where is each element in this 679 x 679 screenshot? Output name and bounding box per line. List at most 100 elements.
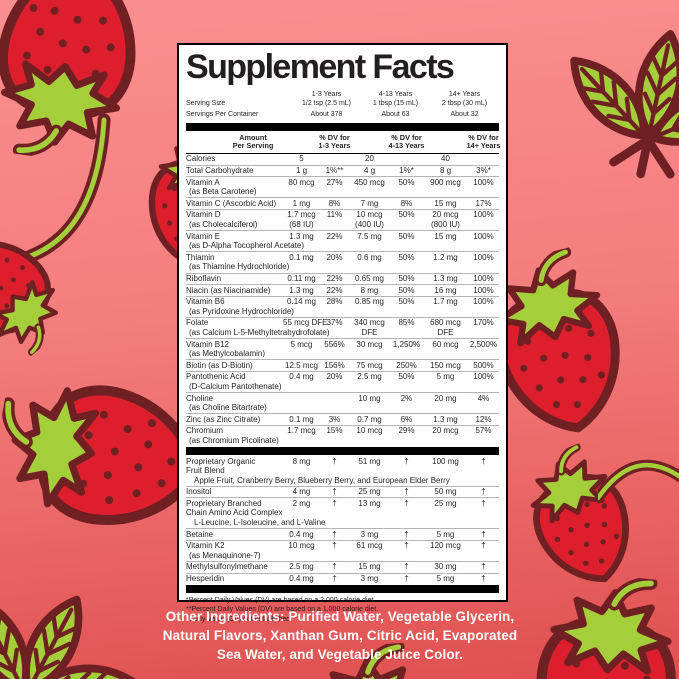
amount-value: 12.5 mcg xyxy=(285,360,318,370)
dv-value: 156% xyxy=(324,360,345,370)
nutrient-row: Niacin (as Niacinamide) 1.3 mg 22% 8 mg 50% 1… xyxy=(186,284,499,296)
amount-value: 10 mcg (400 IU) xyxy=(349,210,390,229)
serving-size-value: 4-13 Years 1 tbsp (15 mL) xyxy=(372,91,419,107)
nutrient-row: Methylsulfonylmethane 2.5 mg † 15 mg † 30 mg † xyxy=(186,560,499,573)
amount-value: 61 mcg xyxy=(356,541,383,551)
dv-value: 15% xyxy=(326,426,343,436)
amount-subvalue: (400 IU) xyxy=(355,220,384,230)
nutrient-row: Riboflavin 0.11 mg 22% 0.65 mg 50% 1.3 mg 100% xyxy=(186,272,499,285)
nutrient-subname: (as Cholecalciferol) xyxy=(189,220,258,230)
amount-value: 1.7 mcg (68 IU) xyxy=(283,210,320,229)
dv-value: † xyxy=(481,529,486,539)
amount-value: 60 mcg xyxy=(432,339,459,349)
amount-value: 25 mg xyxy=(434,498,457,508)
amount-value: 15 mg xyxy=(358,562,381,572)
dv-value: 37% xyxy=(326,318,343,328)
nutrient-name: Choline (as Choline Bitartrate) xyxy=(186,394,283,413)
dv-value: 1%* xyxy=(399,166,414,176)
serving-size-row: Serving Size 1-3 Years 1/2 tsp (2.5 mL) 4… xyxy=(186,91,499,108)
nutrient-subname: (as Menaquinone-7) xyxy=(189,550,261,560)
dv-value: † xyxy=(481,498,486,508)
other-ingredients-text: Other Ingredients: Purified Water, Veget… xyxy=(162,609,518,662)
nutrient-subname: (as Pyridoxine Hydrochloride) xyxy=(189,306,294,316)
amount-subvalue: DFE xyxy=(361,327,378,337)
nutrient-subname: (as D-Alpha Tocopherol Acetate) xyxy=(189,241,305,251)
dv-value: 11% xyxy=(326,210,343,220)
leaf-cluster-top-right xyxy=(518,0,679,240)
dv-value: 28% xyxy=(326,297,343,307)
nutrient-name: Methylsulfonylmethane xyxy=(186,562,268,572)
nutrient-subname: (as Choline Bitartrate) xyxy=(189,403,267,413)
amount-value: 1.2 mg xyxy=(433,252,458,262)
dv-value: 22% xyxy=(326,274,343,283)
amount-value: 10 mcg xyxy=(356,426,383,436)
dv-value: 20% xyxy=(326,252,343,262)
dv-value: † xyxy=(332,498,337,508)
dv-value: † xyxy=(404,498,409,508)
amount-value: 50 mg xyxy=(434,487,457,497)
nutrient-name: Vitamin B12 (as Methylcobalamin) xyxy=(186,340,283,359)
nutrient-row: Vitamin E (as D-Alpha Tocopherol Acetate)… xyxy=(186,230,499,251)
servings-count-value: About 378 xyxy=(310,111,343,119)
dv-value: 57% xyxy=(475,426,492,436)
nutrient-row: Vitamin B12 (as Methylcobalamin) 5 mcg 556%… xyxy=(186,338,499,359)
divider-bar-top xyxy=(186,122,499,131)
dv-value: † xyxy=(332,562,337,572)
dv-value: † xyxy=(332,456,337,466)
amount-value: 1.3 mg xyxy=(289,231,314,241)
nutrient-name: Thiamin (as Thiamine Hydrochloride) xyxy=(186,252,290,272)
nutrient-row: Pantothenic Acid (D-Calcium Pantothenate)… xyxy=(186,370,499,392)
amount-value: 5 mg xyxy=(436,574,455,584)
amount-value: 4 mg xyxy=(292,487,311,497)
nutrient-row: Inositol 4 mg † 25 mg † 50 mg † xyxy=(186,485,499,498)
dv-value: 4% xyxy=(477,393,490,403)
amount-value: 1.7 mcg xyxy=(287,426,316,436)
dv-value: † xyxy=(481,574,486,584)
nutrient-row: Vitamin C (Ascorbic Acid) 1 mg 8% 7 mg 8% 15 … xyxy=(186,197,499,209)
serving-info: Serving Size 1-3 Years 1/2 tsp (2.5 mL) 4… xyxy=(186,88,499,120)
amount-value: 55 mcg DFE xyxy=(283,318,328,328)
column-header-dv-1-3: % DV for 1-3 Years xyxy=(318,132,351,151)
amount-value: 20 mg xyxy=(434,393,457,403)
serving-size-label: Serving Size xyxy=(186,99,226,107)
dv-value: 100% xyxy=(473,210,494,220)
dv-value: 12% xyxy=(475,414,492,424)
nutrient-name: Inositol xyxy=(186,487,212,497)
nutrient-name: Total Carbohydrate xyxy=(186,166,254,176)
stem-top-left xyxy=(0,113,111,271)
amount-value: 51 mg xyxy=(358,456,381,466)
blend-ingredients: L-Leucine, L-Isoleucine, and L-Valine xyxy=(194,518,326,528)
strawberry-top-left xyxy=(0,0,166,171)
nutrient-name: Vitamin K2 (as Menaquinone-7) xyxy=(186,541,283,560)
footnote: †Daily Value (DV) not established. xyxy=(186,615,293,623)
stem-right-small xyxy=(598,459,679,504)
dv-value: 50% xyxy=(398,252,415,262)
amount-value: 3 mg xyxy=(360,574,379,584)
amount-value: 0.6 mg xyxy=(357,252,382,262)
dv-value: 50% xyxy=(398,231,415,241)
footnotes: *Percent Daily Values (DV) are based on … xyxy=(186,596,499,624)
amount-value: 0.4 mg xyxy=(289,529,314,539)
amount-value: 0.1 mg xyxy=(289,252,314,262)
amount-value: 900 mcg xyxy=(430,177,461,187)
amount-value: 150 mcg xyxy=(430,360,461,370)
nutrient-name: Niacin (as Niacinamide) xyxy=(186,285,271,295)
dv-value: † xyxy=(481,456,486,466)
dv-value: † xyxy=(332,574,337,584)
dv-value: 50% xyxy=(398,297,415,307)
dv-value: 27% xyxy=(326,177,343,187)
dv-value: † xyxy=(404,529,409,539)
dv-value: 3% xyxy=(328,414,341,424)
amount-value: 30 mg xyxy=(434,562,457,572)
column-header-amount: Amount Per Serving xyxy=(232,132,274,151)
nutrient-subname: (as Beta Carotene) xyxy=(189,187,257,197)
nutrient-row: Hesperidin 0.4 mg † 3 mg † 5 mg † xyxy=(186,572,499,585)
dv-value: 85% xyxy=(398,318,415,328)
nutrient-name: Folate (as Calcium L-5-Methyltetrahydrofo… xyxy=(186,318,330,337)
amount-value: 0.1 mg xyxy=(289,414,314,424)
blend-ingredients: Apple Fruit, Cranberry Berry, Blueberry … xyxy=(194,475,450,485)
nutrient-name: Hesperidin xyxy=(186,574,225,584)
amount-value: 3 mg xyxy=(360,529,379,539)
nutrient-row: Vitamin A (as Beta Carotene) 80 mcg 27% 450 … xyxy=(186,176,499,197)
